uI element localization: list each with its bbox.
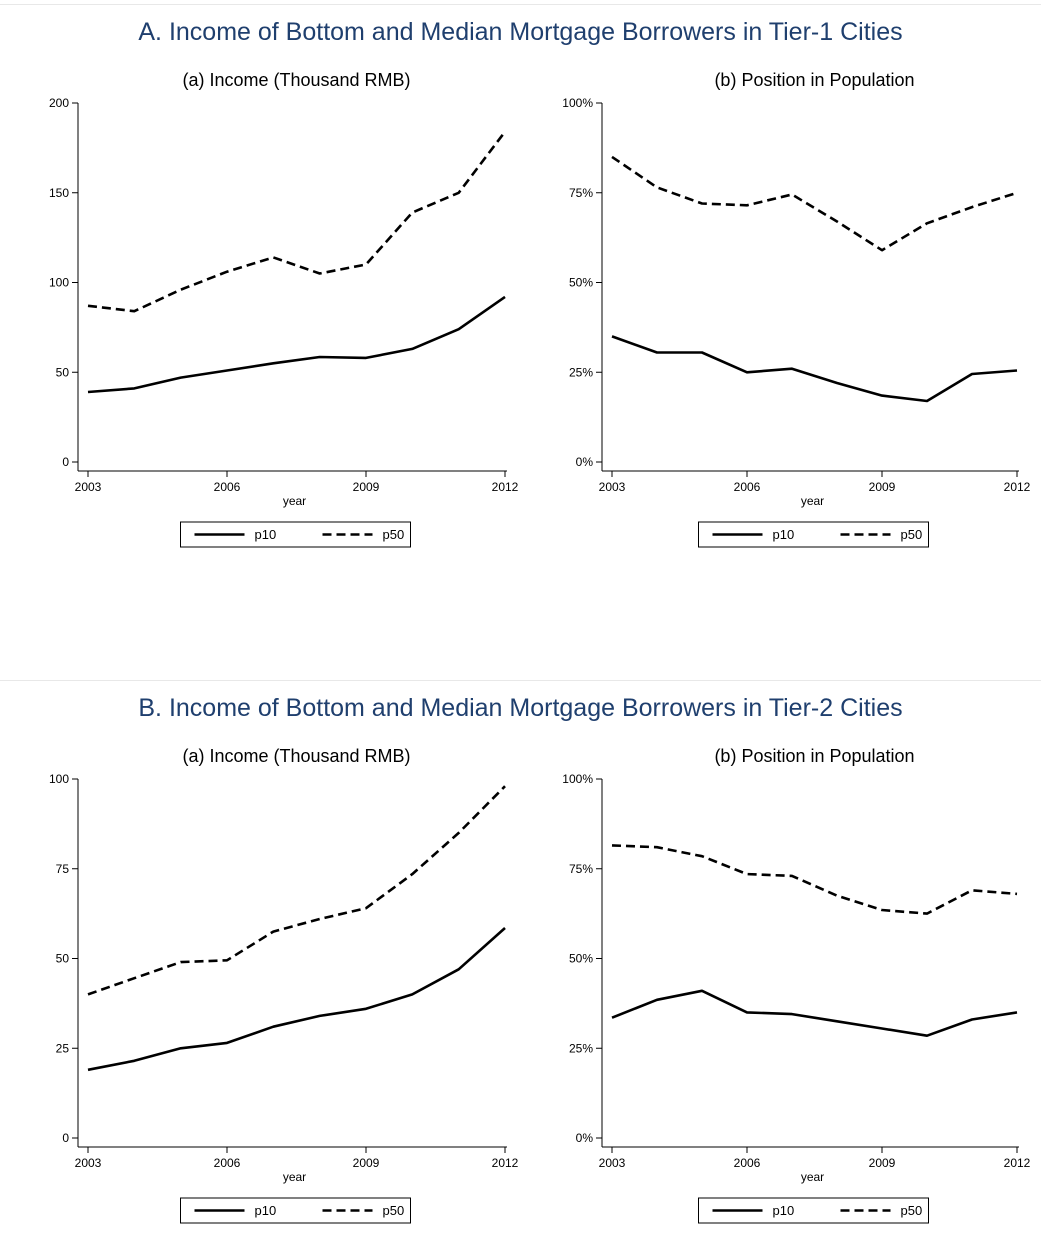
series-line-p50 [611, 844, 1018, 915]
chart-title: (a) Income (Thousand RMB) [182, 70, 410, 90]
legend-label-p50: p50 [901, 527, 923, 542]
legend-label-p10: p10 [255, 527, 277, 542]
chart-panel-a-position: (b) Position in Population 0% 25% 50% 75% 100… [562, 70, 1031, 548]
y-tick-label: 0% [576, 1131, 594, 1145]
chart-title: (b) Position in Population [714, 746, 914, 766]
legend-label-p10: p10 [773, 1203, 795, 1218]
x-tick-label: 2012 [1004, 480, 1031, 494]
top-divider [0, 4, 1041, 5]
y-tick-label: 150 [49, 186, 69, 200]
y-tick-label: 0% [576, 455, 594, 469]
y-tick-label: 75% [569, 862, 593, 876]
x-tick-label: 2009 [869, 480, 896, 494]
x-tick-label: 2009 [353, 480, 380, 494]
chart-panel-a-income: (a) Income (Thousand RMB) 0 50 100 150 200 200… [49, 70, 519, 548]
legend-label-p10: p10 [255, 1203, 277, 1218]
x-tick-label: 2003 [75, 1156, 102, 1170]
x-tick-label: 2003 [599, 480, 626, 494]
x-tick-label: 2003 [599, 1156, 626, 1170]
series-line-p10 [611, 335, 1018, 403]
y-tick-label: 25% [569, 365, 593, 379]
y-tick-label: 0 [62, 455, 69, 469]
chart-panel-b-position: (b) Position in Population 0% 25% 50% 75% 100… [562, 746, 1031, 1224]
y-tick-label: 25 [56, 1041, 70, 1055]
panel-b-title: B. Income of Bottom and Median Mortgage … [138, 694, 903, 722]
y-tick-label: 100 [49, 772, 69, 786]
series-line-p10 [87, 295, 506, 394]
y-tick-label: 50% [569, 952, 593, 966]
y-tick-label: 0 [62, 1131, 69, 1145]
chart-panel-b-income: (a) Income (Thousand RMB) 0 25 50 75 100 2003 2… [49, 746, 519, 1224]
series-line-p50 [87, 785, 506, 996]
y-tick-label: 100 [49, 276, 69, 290]
y-tick-label: 75 [56, 862, 70, 876]
chart-title: (b) Position in Population [714, 70, 914, 90]
x-tick-label: 2012 [1004, 1156, 1031, 1170]
panel-divider [0, 680, 1041, 681]
y-tick-label: 25% [569, 1041, 593, 1055]
x-axis-label: year [283, 494, 306, 508]
y-tick-label: 200 [49, 96, 69, 110]
series-line-p10 [87, 927, 506, 1072]
legend-label-p50: p50 [383, 527, 405, 542]
series-line-p50 [87, 130, 507, 313]
legend-label-p10: p10 [773, 527, 795, 542]
x-tick-label: 2003 [75, 480, 102, 494]
x-tick-label: 2012 [492, 1156, 519, 1170]
y-tick-label: 75% [569, 186, 593, 200]
series-line-p50 [611, 155, 1018, 252]
legend-label-p50: p50 [383, 1203, 405, 1218]
chart-title: (a) Income (Thousand RMB) [182, 746, 410, 766]
x-axis-label: year [283, 1170, 306, 1184]
x-tick-label: 2009 [353, 1156, 380, 1170]
x-tick-label: 2006 [214, 480, 241, 494]
panel-a-title: A. Income of Bottom and Median Mortgage … [138, 18, 903, 46]
y-tick-label: 50 [56, 952, 70, 966]
x-tick-label: 2006 [214, 1156, 241, 1170]
series-line-p10 [611, 989, 1018, 1038]
x-tick-label: 2006 [734, 1156, 761, 1170]
x-axis-label: year [801, 1170, 824, 1184]
x-axis-label: year [801, 494, 824, 508]
y-tick-label: 100% [562, 772, 593, 786]
x-tick-label: 2006 [734, 480, 761, 494]
y-tick-label: 50 [56, 365, 70, 379]
x-tick-label: 2009 [869, 1156, 896, 1170]
y-tick-label: 100% [562, 96, 593, 110]
x-tick-label: 2012 [492, 480, 519, 494]
y-tick-label: 50% [569, 276, 593, 290]
legend-label-p50: p50 [901, 1203, 923, 1218]
